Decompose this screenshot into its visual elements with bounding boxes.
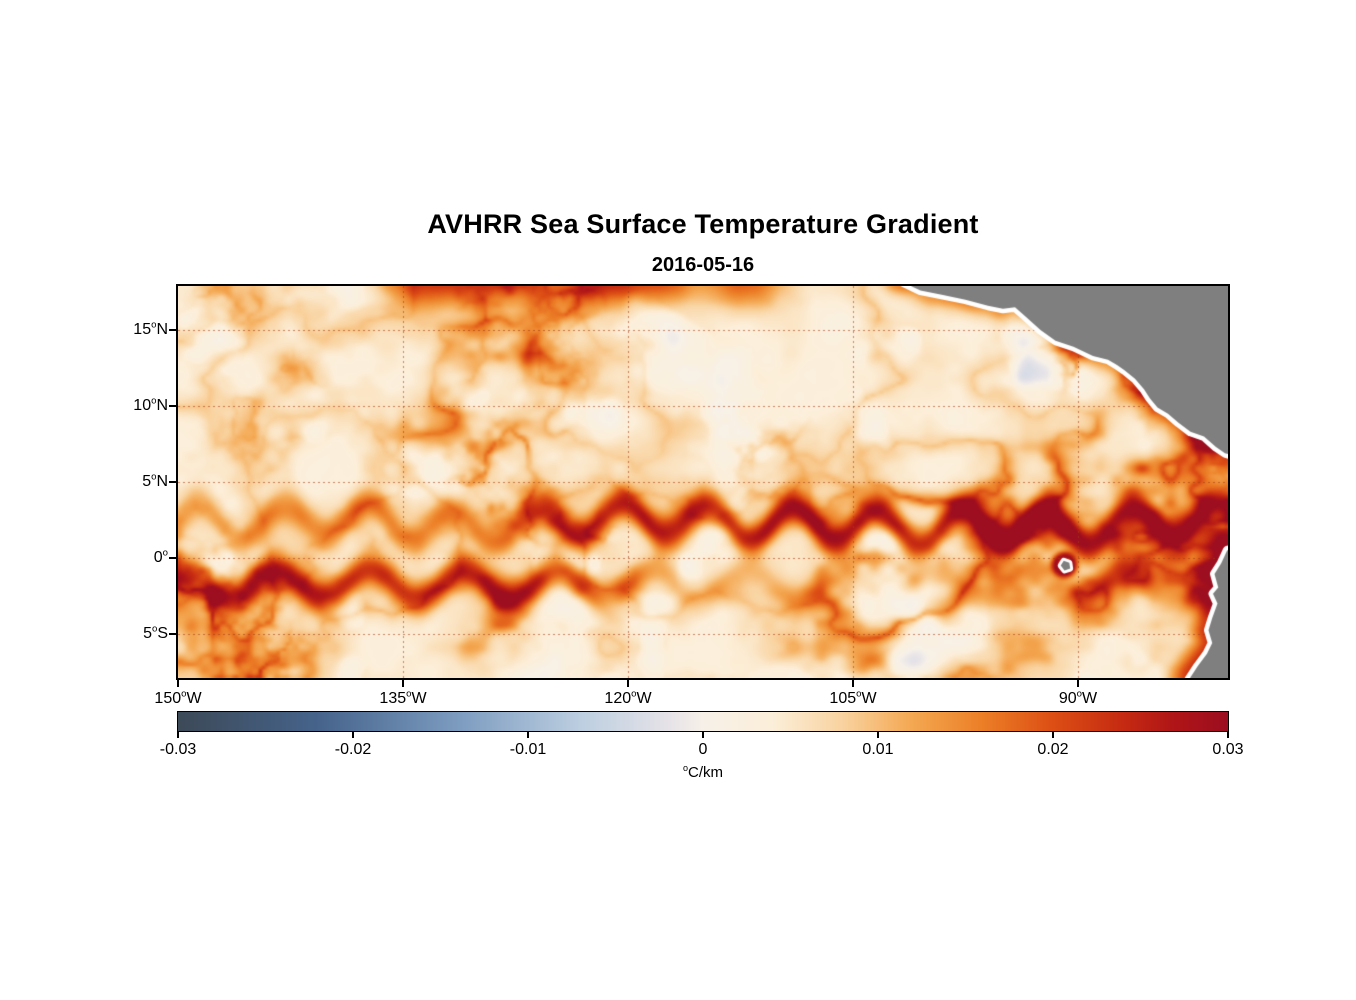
colorbar-unit-label: oC/km [682, 763, 723, 782]
chart-subtitle: 2016-05-16 [651, 254, 755, 276]
chart-title: AVHRR Sea Surface Temperature Gradient [427, 209, 979, 239]
y-tick-label: 5oN [142, 471, 168, 490]
x-tick-label: 105oW [829, 688, 877, 707]
colorbar-tick-label: -0.01 [509, 741, 547, 758]
map-plot-area [176, 284, 1230, 680]
x-tick-mark [402, 680, 404, 687]
x-tick-mark [1077, 680, 1079, 687]
colorbar-tick-mark [1052, 732, 1054, 738]
x-tick-mark [627, 680, 629, 687]
colorbar-tick-label: -0.03 [159, 741, 197, 758]
colorbar-tick-label: 0.03 [1212, 741, 1244, 758]
x-tick-label: 135oW [379, 688, 427, 707]
colorbar-tick-label: 0.01 [862, 741, 894, 758]
y-tick-mark [169, 632, 176, 635]
sst-gradient-heatmap [178, 286, 1228, 678]
x-tick-mark [852, 680, 854, 687]
x-tick-label: 120oW [604, 688, 652, 707]
y-tick-mark [169, 481, 176, 483]
colorbar-tick-mark [527, 732, 529, 738]
x-tick-label: 90oW [1058, 688, 1098, 707]
y-tick-label: 5oS [143, 623, 168, 642]
colorbar-tick-mark [1227, 732, 1229, 738]
colorbar [177, 711, 1229, 732]
colorbar-tick-label: 0.02 [1037, 741, 1069, 758]
colorbar-tick-mark [702, 732, 704, 738]
y-tick-mark [169, 329, 176, 332]
colorbar-tick-mark [877, 732, 879, 738]
colorbar-gradient [178, 712, 1228, 731]
colorbar-tick-mark [177, 732, 179, 738]
y-tick-label: 0o [153, 547, 168, 566]
y-tick-mark [169, 556, 176, 559]
x-tick-mark [177, 680, 179, 687]
x-tick-label: 150oW [154, 688, 202, 707]
colorbar-tick-label: -0.02 [334, 741, 372, 758]
y-tick-label: 15oN [133, 319, 168, 339]
colorbar-tick-mark [352, 732, 354, 738]
colorbar-tick-label: 0 [698, 741, 708, 758]
y-tick-mark [169, 405, 176, 408]
y-tick-label: 10oN [133, 395, 168, 415]
